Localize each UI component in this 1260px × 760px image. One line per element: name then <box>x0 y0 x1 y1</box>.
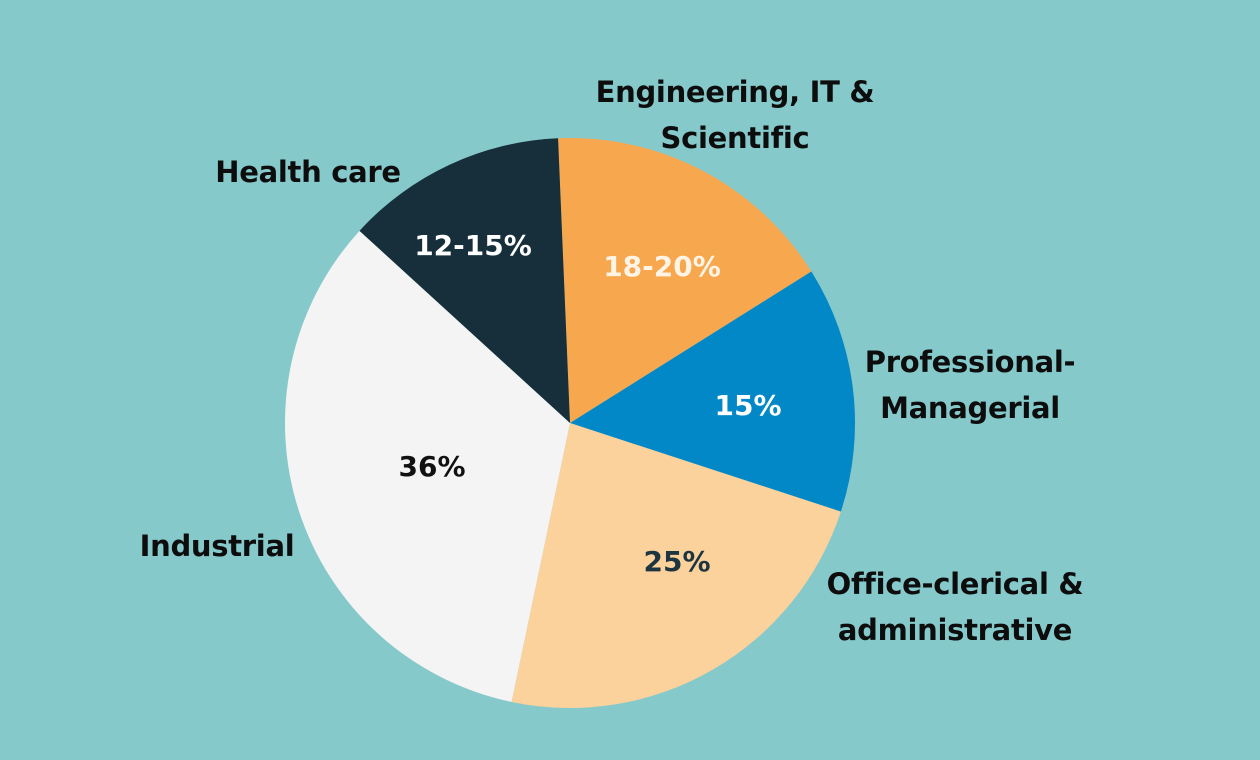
category-label: Professional- Managerial <box>864 345 1076 425</box>
value-label: 18-20% <box>603 250 721 283</box>
category-label: Industrial <box>139 529 295 563</box>
pie-slice <box>284 230 570 702</box>
value-label: 25% <box>643 545 710 578</box>
pie-slice <box>570 271 855 512</box>
value-label: 15% <box>714 389 781 422</box>
value-label: 12-15% <box>414 229 532 262</box>
category-label: Engineering, IT & Scientific <box>595 75 875 155</box>
pie-slice <box>359 138 570 423</box>
pie-slice <box>558 138 812 424</box>
value-label: 36% <box>398 450 465 483</box>
pie-slice <box>511 423 841 708</box>
category-label: Health care <box>215 155 401 189</box>
category-label: Office-clerical & administrative <box>826 567 1084 647</box>
